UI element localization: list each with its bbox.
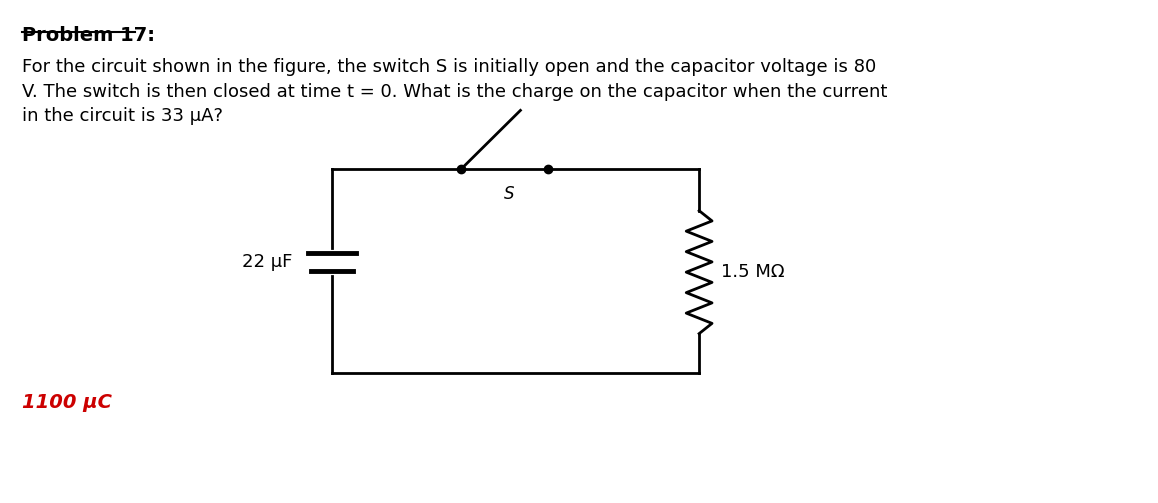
Text: in the circuit is 33 μA?: in the circuit is 33 μA? [22,108,223,125]
Text: 1100 μC: 1100 μC [22,393,112,411]
Text: For the circuit shown in the figure, the switch S is initially open and the capa: For the circuit shown in the figure, the… [22,58,877,76]
Text: S: S [504,185,515,203]
Text: V. The switch is then closed at time t = 0. What is the charge on the capacitor : V. The switch is then closed at time t =… [22,83,887,101]
Text: 1.5 MΩ: 1.5 MΩ [721,263,784,281]
Text: 22 μF: 22 μF [242,253,293,271]
Text: Problem 17:: Problem 17: [22,26,155,45]
